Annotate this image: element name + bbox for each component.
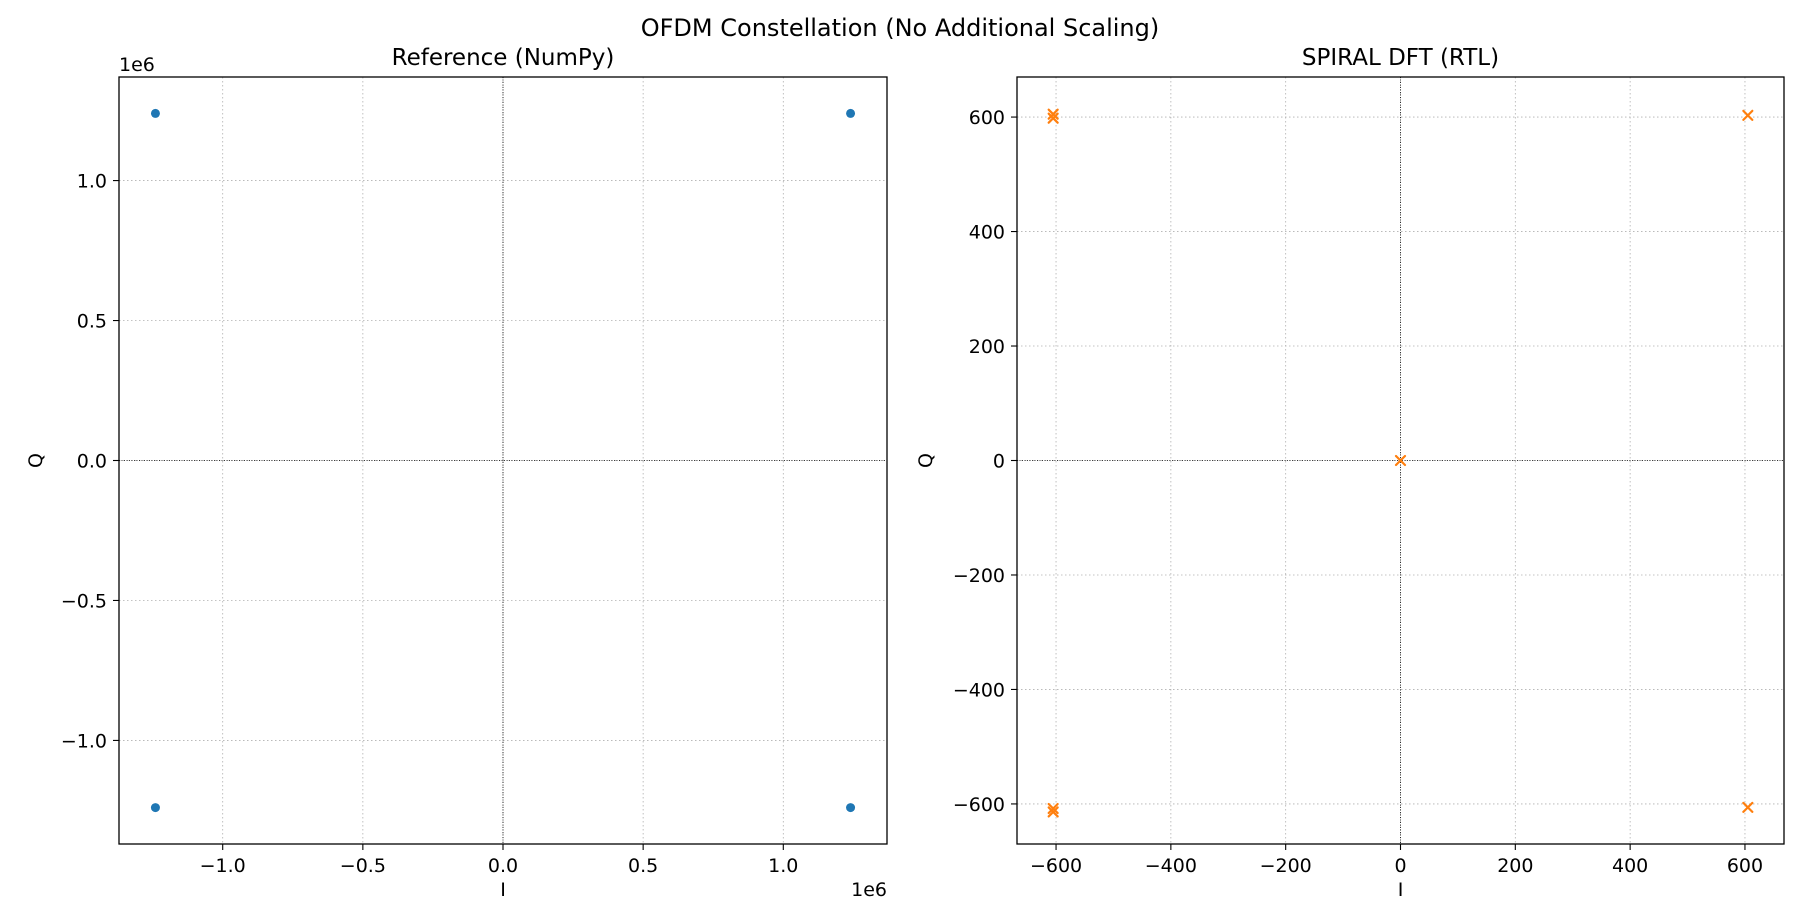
reference-y-tick-label: 0.5	[77, 311, 107, 333]
reference-y-tick-label: 1.0	[77, 171, 107, 193]
reference-data-point	[150, 108, 160, 118]
reference-x-tick-label: 0.0	[488, 855, 518, 877]
reference-x-multiplier-label: 1e6	[851, 879, 887, 900]
spiral-y-tick-label: −200	[953, 565, 1005, 587]
reference-data-point	[150, 803, 160, 813]
figure-title: OFDM Constellation (No Additional Scalin…	[641, 14, 1160, 42]
reference-data-point	[846, 108, 856, 118]
reference-x-tick-label: −1.0	[200, 855, 246, 877]
spiral-data-point	[1394, 454, 1407, 467]
reference-x-tick-label: −0.5	[340, 855, 386, 877]
spiral-x-tick-label: −400	[1145, 855, 1197, 877]
reference-y-multiplier-label: 1e6	[119, 54, 155, 76]
spiral-x-tick-label: −200	[1260, 855, 1312, 877]
spiral-data-point	[1047, 112, 1059, 124]
reference-y-tick-label: 0.0	[77, 451, 107, 473]
spiral-y-tick-label: 200	[969, 336, 1005, 358]
reference-y-axis-title: Q	[25, 453, 47, 468]
reference-y-tick-label: −0.5	[61, 590, 107, 612]
reference-x-tick-label: 1.0	[768, 855, 798, 877]
spiral-x-tick-label: 0	[1394, 855, 1406, 877]
spiral-data-point	[1047, 802, 1059, 815]
spiral-data-point	[1742, 109, 1754, 121]
spiral-y-tick-label: 600	[969, 107, 1005, 129]
spiral-x-tick-label: 600	[1727, 855, 1763, 877]
reference-subplot: −1.0 −0.5 0.0 0.5 1.0 −1.0 −0.5 0.0 0.5 1.0 Refere…	[25, 45, 888, 900]
spiral-x-axis-title: I	[1398, 879, 1404, 900]
spiral-data-point	[1742, 801, 1754, 813]
plot-layer: −1.0 −0.5 0.0 0.5 1.0 −1.0 −0.5 0.0 0.5 1.0 Refere…	[25, 45, 1785, 900]
spiral-subplot-title: SPIRAL DFT (RTL)	[1302, 45, 1499, 71]
spiral-data-point	[1047, 806, 1059, 818]
spiral-x-tick-label: −600	[1030, 855, 1082, 877]
spiral-y-tick-label: −400	[953, 679, 1005, 701]
reference-data-point	[846, 803, 856, 813]
reference-subplot-title: Reference (NumPy)	[392, 45, 615, 71]
spiral-x-tick-label: 400	[1612, 855, 1648, 877]
spiral-x-tick-label: 200	[1497, 855, 1533, 877]
spiral-data-point	[1047, 108, 1059, 120]
spiral-y-axis-title: Q	[915, 453, 937, 468]
reference-y-tick-label: −1.0	[61, 730, 107, 752]
spiral-y-tick-label: −600	[953, 794, 1005, 816]
spiral-subplot: −600 −400 −200 0 200 400 600 −600 −400 −200 0 200 40…	[915, 45, 1785, 900]
reference-x-axis-title: I	[500, 879, 506, 900]
reference-x-tick-label: 0.5	[628, 855, 658, 877]
spiral-y-tick-label: 400	[969, 222, 1005, 244]
spiral-y-tick-label: 0	[993, 451, 1005, 473]
